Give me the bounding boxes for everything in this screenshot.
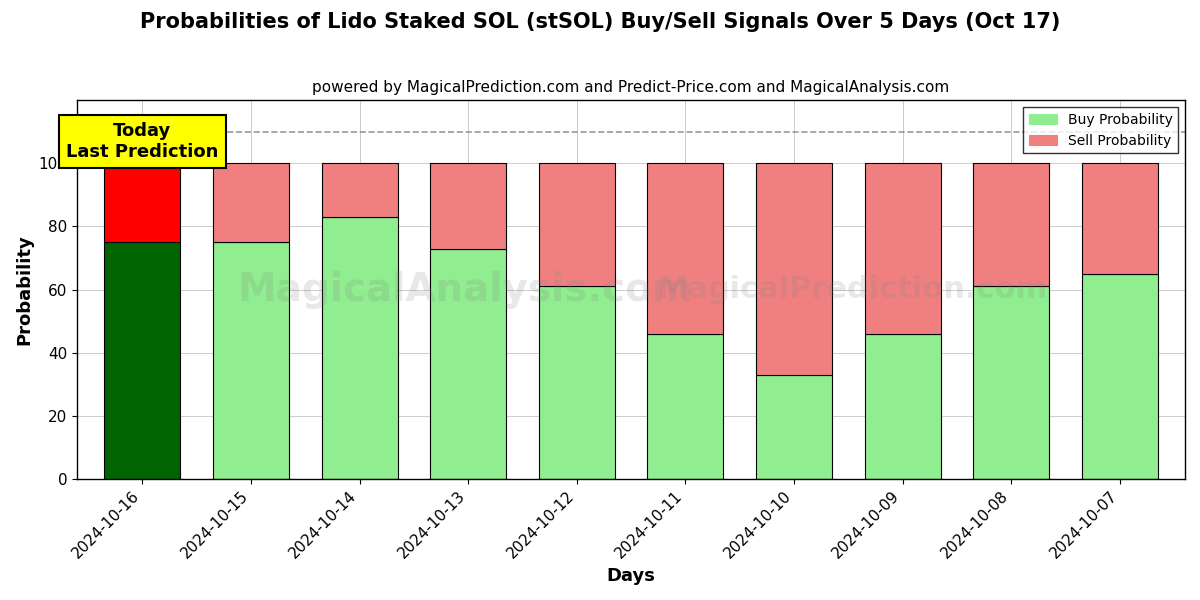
Bar — [322, 163, 397, 217]
Bar — [756, 163, 832, 375]
Bar — [539, 286, 614, 479]
Bar — [973, 163, 1049, 286]
X-axis label: Days: Days — [607, 567, 655, 585]
Text: Today
Last Prediction: Today Last Prediction — [66, 122, 218, 161]
Bar — [430, 163, 506, 248]
Bar — [322, 217, 397, 479]
Bar — [864, 163, 941, 334]
Bar — [973, 286, 1049, 479]
Bar — [1082, 163, 1158, 274]
Bar — [430, 248, 506, 479]
Text: MagicalPrediction.com: MagicalPrediction.com — [658, 275, 1048, 304]
Bar — [756, 375, 832, 479]
Text: Probabilities of Lido Staked SOL (stSOL) Buy/Sell Signals Over 5 Days (Oct 17): Probabilities of Lido Staked SOL (stSOL)… — [140, 12, 1060, 32]
Bar — [104, 163, 180, 242]
Bar — [539, 163, 614, 286]
Y-axis label: Probability: Probability — [14, 234, 32, 345]
Text: MagicalAnalysis.com: MagicalAnalysis.com — [238, 271, 692, 308]
Bar — [212, 242, 289, 479]
Bar — [647, 334, 724, 479]
Bar — [647, 163, 724, 334]
Legend: Buy Probability, Sell Probability: Buy Probability, Sell Probability — [1024, 107, 1178, 154]
Title: powered by MagicalPrediction.com and Predict-Price.com and MagicalAnalysis.com: powered by MagicalPrediction.com and Pre… — [312, 80, 949, 95]
Bar — [1082, 274, 1158, 479]
Bar — [104, 242, 180, 479]
Bar — [864, 334, 941, 479]
Bar — [212, 163, 289, 242]
